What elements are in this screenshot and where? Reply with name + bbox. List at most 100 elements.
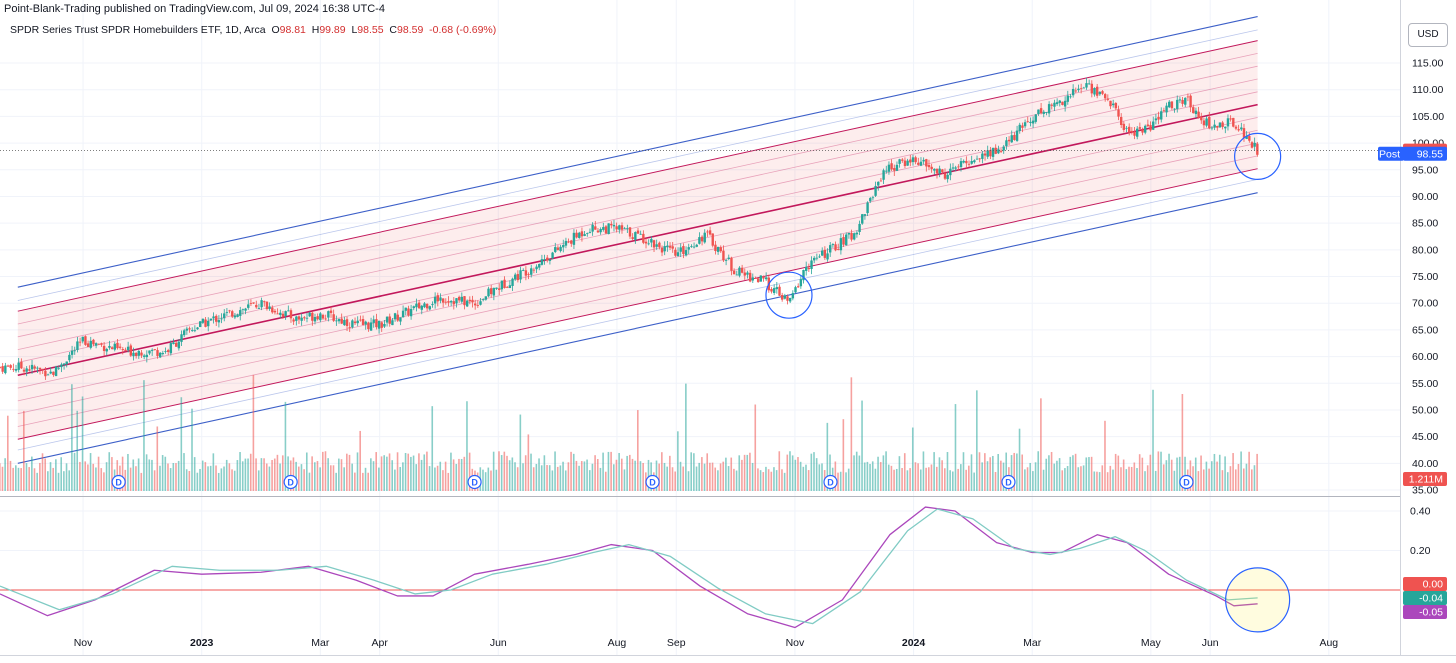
- volume-bar: [1034, 462, 1037, 491]
- volume-bar: [586, 459, 588, 491]
- volume-bar: [711, 462, 714, 491]
- volume-bar: [765, 466, 767, 491]
- candle-body: [508, 285, 512, 289]
- volume-bar: [255, 458, 257, 491]
- candle-body: [911, 157, 915, 163]
- volume-bar: [655, 460, 658, 491]
- volume-bar: [1072, 455, 1074, 491]
- candle-body: [1221, 122, 1224, 127]
- candle-body: [930, 166, 933, 170]
- volume-bar: [570, 451, 572, 491]
- volume-bar: [1194, 457, 1197, 491]
- volume-bar: [887, 464, 890, 491]
- highlight-circle: [1234, 132, 1282, 181]
- candle-body: [522, 270, 525, 271]
- candle-body: [746, 272, 749, 275]
- volume-bar: [188, 470, 191, 491]
- volume-bar: [567, 462, 570, 491]
- volume-bar: [1144, 471, 1146, 491]
- price-tick-label: 95.00: [1412, 164, 1438, 176]
- candle-body: [1157, 116, 1160, 120]
- candle-body: [423, 303, 426, 308]
- candle-body: [1053, 102, 1056, 107]
- volume-bar: [215, 465, 217, 491]
- volume-bar: [973, 472, 975, 491]
- candle-body: [172, 342, 175, 345]
- volume-bar: [1189, 460, 1192, 491]
- volume-bar: [722, 461, 725, 491]
- currency-button[interactable]: USD: [1408, 23, 1448, 47]
- price-tick-label: 35.00: [1412, 485, 1438, 497]
- candle-body: [877, 181, 880, 186]
- time-tick-label: Aug: [1319, 637, 1338, 649]
- macd-highlight-circle: [1225, 567, 1291, 633]
- price-tick-label: 75.00: [1412, 271, 1438, 283]
- candle-body: [327, 311, 330, 318]
- candle-body: [719, 247, 722, 252]
- candle-body: [524, 270, 528, 276]
- candle-body: [257, 308, 261, 309]
- dividend-circle: [645, 474, 660, 490]
- volume-bar: [458, 458, 460, 491]
- volume-bar: [631, 458, 634, 491]
- volume-bar: [252, 374, 255, 491]
- candle-body: [823, 249, 827, 258]
- volume-bar: [815, 458, 818, 491]
- candle-body: [946, 174, 949, 180]
- candle-body: [804, 266, 808, 271]
- volume-bar: [743, 454, 746, 491]
- candle-body: [516, 274, 520, 281]
- candle-body: [1226, 118, 1230, 127]
- candle-body: [204, 319, 207, 327]
- volume-bar: [874, 468, 877, 491]
- candle-body: [682, 246, 685, 255]
- volume-bar: [901, 468, 903, 491]
- volume-bar: [1, 466, 4, 491]
- volume-bar: [869, 463, 871, 491]
- volume-bar: [802, 466, 805, 491]
- candle-body: [97, 343, 100, 345]
- candle-body: [957, 166, 960, 168]
- volume-bar: [492, 451, 495, 491]
- volume-bar: [522, 463, 524, 491]
- volume-bar: [466, 401, 468, 491]
- candle-body: [180, 334, 183, 342]
- volume-bar: [952, 471, 954, 491]
- post-price-tag-text: 98.55: [1417, 148, 1443, 160]
- volume-bar: [1101, 465, 1104, 491]
- volume-bar: [754, 404, 757, 491]
- volume-bar: [1125, 469, 1128, 491]
- candle-body: [0, 367, 2, 368]
- macd-value-tag-bg: [1403, 605, 1447, 619]
- volume-bar: [535, 463, 538, 491]
- candle-body: [623, 228, 626, 230]
- candle-body: [674, 249, 677, 256]
- candle-body: [871, 197, 875, 199]
- candle-body: [636, 230, 640, 234]
- candle-body: [108, 345, 111, 348]
- candle-body: [1093, 88, 1096, 95]
- volume-bar: [1045, 458, 1048, 491]
- candle-body: [1013, 134, 1016, 140]
- candle-body: [732, 270, 736, 275]
- volume-bar: [354, 472, 356, 491]
- candle-body: [540, 259, 544, 265]
- volume-bar: [244, 458, 247, 491]
- candle-body: [393, 313, 397, 320]
- volume-bar: [434, 467, 436, 491]
- candle-body: [199, 321, 202, 328]
- candle-body: [887, 164, 891, 172]
- volume-bar: [33, 468, 36, 491]
- volume-bar: [1210, 461, 1213, 491]
- candle-body: [764, 277, 768, 280]
- candle-body: [436, 295, 439, 302]
- candle-body: [554, 247, 557, 252]
- time-axis[interactable]: Nov 2023 Mar Apr Jun Aug Sep Nov 2024 Mar May Jun Au…: [74, 637, 1339, 649]
- candle-body: [583, 234, 586, 236]
- candle-body: [481, 299, 485, 301]
- candle-body: [471, 299, 474, 303]
- volume-bar: [647, 459, 650, 491]
- volume-bar: [837, 472, 839, 491]
- post-price-tag: 98.55: [1403, 146, 1447, 161]
